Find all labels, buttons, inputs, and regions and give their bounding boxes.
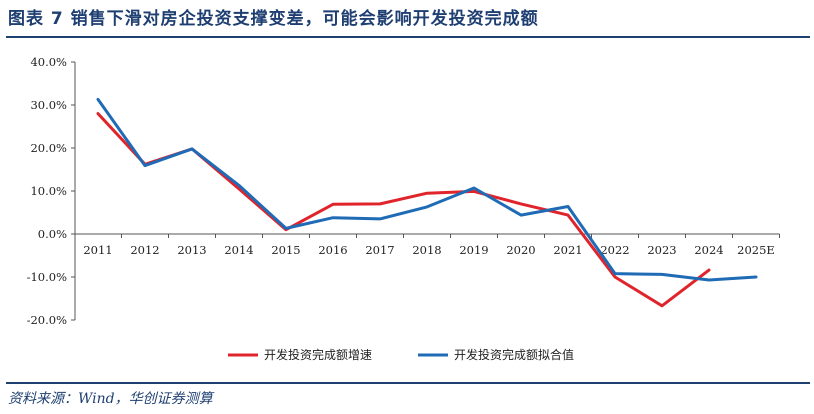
x-tick-label: 2016 bbox=[318, 243, 347, 257]
x-tick-label: 2024 bbox=[694, 243, 723, 257]
x-tick-label: 2018 bbox=[412, 243, 441, 257]
source-note: 资料来源：Wind，华创证券测算 bbox=[8, 391, 213, 407]
figure-title: 图表 7 销售下滑对房企投资支撑变差，可能会影响开发投资完成额 bbox=[8, 9, 539, 29]
series-lines bbox=[96, 97, 758, 308]
legend-label: 开发投资完成额拟合值 bbox=[454, 347, 574, 362]
x-tick-label: 2019 bbox=[459, 243, 488, 257]
x-tick-label: 2020 bbox=[506, 243, 535, 257]
x-tick-label: 2021 bbox=[553, 243, 582, 257]
title-divider bbox=[6, 36, 810, 38]
x-tick-label: 2023 bbox=[647, 243, 676, 257]
x-tick-label: 2022 bbox=[600, 243, 629, 257]
axes: 40.0% 30.0% 20.0% 10.0% 0.0% -10.0% -20.0% 2011… bbox=[27, 55, 780, 327]
y-tick-label: 40.0% bbox=[30, 55, 67, 69]
footer-divider bbox=[6, 382, 810, 384]
x-tick-label: 2017 bbox=[365, 243, 394, 257]
x-tick-label: 2015 bbox=[271, 243, 300, 257]
x-tick-label: 2011 bbox=[83, 243, 112, 257]
y-tick-label: 20.0% bbox=[30, 141, 67, 155]
legend-label: 开发投资完成额增速 bbox=[264, 347, 372, 362]
x-tick-label: 2025E bbox=[737, 243, 775, 257]
legend: 开发投资完成额增速 开发投资完成额拟合值 bbox=[228, 347, 574, 362]
series-line-fitted bbox=[96, 97, 758, 282]
y-tick-label: -20.0% bbox=[27, 313, 67, 327]
series-line-growth bbox=[96, 112, 711, 308]
y-tick-label: 10.0% bbox=[30, 184, 67, 198]
x-tick-label: 2012 bbox=[130, 243, 159, 257]
x-tick-label: 2014 bbox=[224, 243, 253, 257]
x-tick-label: 2013 bbox=[177, 243, 206, 257]
y-tick-label: -10.0% bbox=[27, 270, 67, 284]
y-tick-label: 30.0% bbox=[30, 98, 67, 112]
y-tick-label: 0.0% bbox=[38, 227, 67, 241]
